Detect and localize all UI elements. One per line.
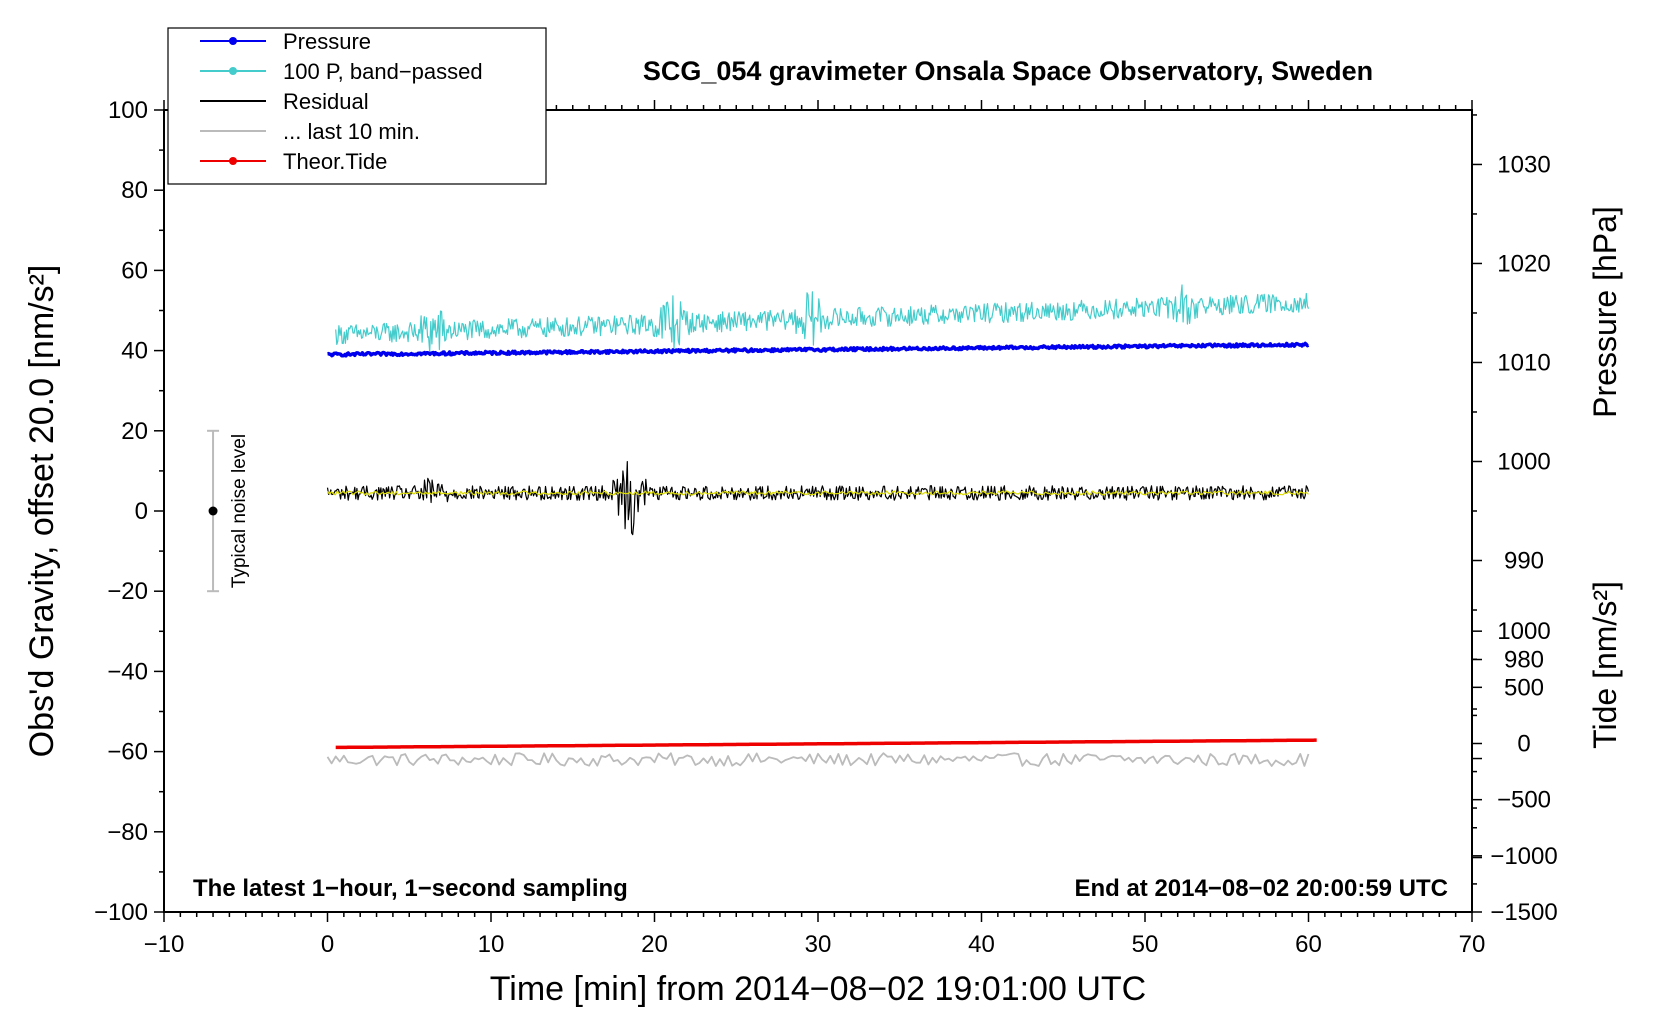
y-axis-title: Obs'd Gravity, offset 20.0 [nm/s²] <box>23 265 61 758</box>
legend-marker <box>229 67 237 75</box>
x-tick-label: −10 <box>144 931 185 958</box>
pressure-axis-title: Pressure [hPa] <box>1587 206 1623 418</box>
annotation-sampling: The latest 1−hour, 1−second sampling <box>193 875 628 902</box>
residual-series <box>326 461 1310 536</box>
x-tick-label: 20 <box>641 931 668 958</box>
ticks-layer: −10 0 10 20 30 40 50 60 70−100−80−60−40−20020406… <box>94 97 1558 958</box>
annotation-end-time: End at 2014−08−02 20:00:59 UTC <box>1074 875 1448 902</box>
tide-tick-label: −500 <box>1497 787 1551 814</box>
legend-items: Pressure 100 P, band−passed Residual ... la… <box>200 29 483 174</box>
y-tick-label: 40 <box>121 338 148 365</box>
tide-tick-label: −1000 <box>1490 843 1557 870</box>
legend-label: 100 P, band−passed <box>283 59 483 84</box>
y-tick-label: −60 <box>107 739 148 766</box>
pressure-tick-label: 1010 <box>1497 349 1550 376</box>
legend-marker <box>229 37 237 45</box>
legend-label: Theor.Tide <box>283 149 387 174</box>
last-10-min-series <box>326 752 1310 767</box>
x-tick-label: 40 <box>968 931 995 958</box>
smoothed-residual-series <box>327 490 1309 496</box>
y-tick-label: 0 <box>135 498 148 525</box>
y-tick-label: −100 <box>94 899 148 926</box>
noise-bar: Typical noise level <box>207 429 250 593</box>
legend-marker <box>229 157 237 165</box>
legend-label: ... last 10 min. <box>283 119 420 144</box>
tide-tick-label: 0 <box>1517 731 1530 758</box>
y-tick-label: 100 <box>108 97 148 124</box>
y-tick-label: 20 <box>121 418 148 445</box>
x-tick-label: 60 <box>1295 931 1322 958</box>
tide-tick-label: 500 <box>1504 674 1544 701</box>
x-tick-label: 0 <box>321 931 334 958</box>
y-tick-label: −40 <box>107 658 148 685</box>
y-tick-label: 60 <box>121 257 148 284</box>
x-tick-label: 30 <box>805 931 832 958</box>
x-tick-label: 50 <box>1132 931 1159 958</box>
legend-label: Residual <box>283 89 369 114</box>
y-tick-label: −80 <box>107 819 148 846</box>
tide-tick-label: −1500 <box>1490 899 1557 926</box>
y-tick-label: −20 <box>107 578 148 605</box>
legend-label: Pressure <box>283 29 371 54</box>
x-tick-label: 10 <box>478 931 505 958</box>
noise-bar-label: Typical noise level <box>229 434 250 588</box>
pressure-tick-label: 1000 <box>1497 448 1550 475</box>
band-passed-pressure-series <box>335 284 1310 353</box>
legend: Pressure 100 P, band−passed Residual ... la… <box>167 27 547 185</box>
x-axis-title: Time [min] from 2014−08−02 19:01:00 UTC <box>490 970 1146 1008</box>
pressure-tick-label: 980 <box>1504 647 1544 674</box>
theoretical-tide-series <box>335 738 1318 750</box>
noise-bar-point <box>208 506 218 516</box>
plot-frame <box>163 109 1473 913</box>
series-layer <box>326 284 1318 767</box>
pressure-series <box>326 341 1310 358</box>
x-tick-label: 70 <box>1459 931 1486 958</box>
tide-tick-label: 1000 <box>1497 618 1550 645</box>
y-tick-label: 80 <box>121 177 148 204</box>
pressure-tick-label: 990 <box>1504 548 1544 575</box>
pressure-tick-label: 1030 <box>1497 151 1550 178</box>
tide-axis-title: Tide [nm/s²] <box>1587 581 1623 749</box>
pressure-tick-label: 1020 <box>1497 250 1550 277</box>
chart-title: SCG_054 gravimeter Onsala Space Observat… <box>643 56 1373 86</box>
